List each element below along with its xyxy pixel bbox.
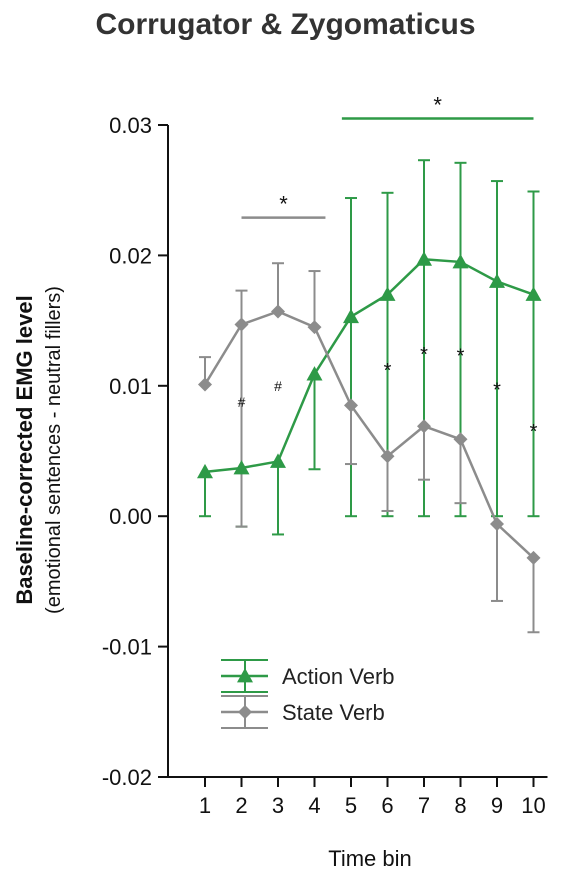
data-point-triangle — [416, 251, 432, 266]
x-tick-label: 10 — [521, 793, 545, 818]
y-tick-label: 0.03 — [109, 113, 152, 138]
data-point-diamond — [490, 517, 504, 532]
star-marker: * — [493, 379, 501, 401]
x-tick-label: 8 — [454, 793, 466, 818]
y-tick-label: 0.02 — [109, 243, 152, 268]
x-tick-label: 7 — [418, 793, 430, 818]
x-tick-label: 2 — [235, 793, 247, 818]
chart-title: Corrugator & Zygomaticus — [95, 8, 476, 41]
y-tick-label: -0.02 — [102, 765, 152, 790]
significance-star: * — [433, 92, 442, 117]
data-point-diamond — [526, 550, 541, 565]
x-tick-label: 5 — [345, 793, 357, 818]
y-tick-label: 0.01 — [109, 374, 152, 399]
data-point-triangle — [270, 453, 286, 468]
data-point-diamond — [271, 304, 285, 319]
data-point-triangle — [379, 286, 396, 301]
x-tick-label: 3 — [272, 793, 284, 818]
data-point-diamond — [234, 317, 249, 332]
star-marker: * — [384, 360, 392, 382]
star-marker: * — [530, 421, 538, 443]
x-tick-label: 4 — [308, 793, 320, 818]
y-tick-label: 0.00 — [109, 504, 152, 529]
data-point-triangle — [237, 668, 253, 683]
data-point-diamond — [198, 377, 212, 392]
data-point-triangle — [343, 308, 359, 324]
data-point-triangle — [233, 459, 250, 475]
data-point-diamond — [238, 705, 252, 719]
data-point-diamond — [453, 432, 468, 447]
star-marker: * — [457, 346, 465, 368]
hash-marker: # — [238, 394, 246, 410]
star-marker: * — [420, 344, 428, 366]
data-point-triangle — [452, 253, 469, 269]
data-point-diamond — [307, 320, 322, 335]
x-tick-label: 1 — [199, 793, 211, 818]
legend-label: State Verb — [282, 700, 385, 725]
data-point-diamond — [380, 449, 395, 464]
x-tick-label: 9 — [491, 793, 503, 818]
y-tick-label: -0.01 — [102, 635, 152, 660]
hash-marker: # — [274, 378, 282, 394]
significance-star: * — [279, 192, 288, 217]
data-point-triangle — [525, 286, 542, 301]
data-point-triangle — [306, 366, 323, 381]
series-line — [203, 310, 535, 559]
series-line — [204, 258, 534, 474]
data-point-triangle — [489, 273, 505, 288]
x-axis-title: Time bin — [328, 846, 412, 871]
y-axis-title: Baseline-corrected EMG level — [12, 295, 37, 604]
y-axis-subtitle: (emotional sentences - neutral fillers) — [43, 286, 65, 614]
data-point-diamond — [344, 398, 358, 413]
x-tick-label: 6 — [381, 793, 393, 818]
data-point-diamond — [417, 419, 431, 434]
data-point-triangle — [197, 463, 213, 479]
legend-label: Action Verb — [282, 664, 395, 689]
